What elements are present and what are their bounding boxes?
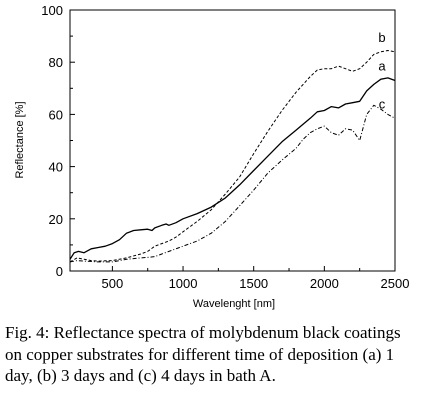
series-line-b [69, 50, 396, 263]
figure-caption: Fig. 4: Reflectance spectra of molybdenu… [5, 323, 401, 385]
x-tick-label: 2000 [310, 276, 339, 291]
y-tick-label: 20 [49, 212, 63, 227]
series-label-layer: ab c [378, 30, 386, 112]
x-axis-label: Wavelenght [nm] [193, 298, 275, 310]
y-tick-label: 0 [56, 264, 63, 279]
plot-frame [69, 9, 396, 272]
x-tick-label: 500 [102, 276, 124, 291]
tick-layer: 500 1000 1500 2000 2500 0 20 40 60 80 100 [41, 3, 409, 291]
x-tick-label: 1000 [169, 276, 198, 291]
x-tick-label: 1500 [239, 276, 268, 291]
y-tick-label: 100 [41, 3, 63, 18]
x-tick-label: 2500 [381, 276, 410, 291]
series-line-c [69, 104, 396, 263]
y-axis-label: Reflectance [%] [14, 101, 26, 178]
series-label-c: c [379, 96, 386, 111]
y-tick-label: 80 [49, 55, 63, 70]
series-line-a [69, 77, 396, 260]
series-layer [69, 50, 396, 263]
y-tick-label: 60 [49, 107, 63, 122]
series-label-b: b [378, 30, 385, 45]
series-label-a: a [378, 58, 386, 73]
y-tick-label: 40 [49, 160, 63, 175]
reflectance-chart: Reflectance [%] Wavelenght [nm] 500 1000 1… [14, 3, 409, 310]
